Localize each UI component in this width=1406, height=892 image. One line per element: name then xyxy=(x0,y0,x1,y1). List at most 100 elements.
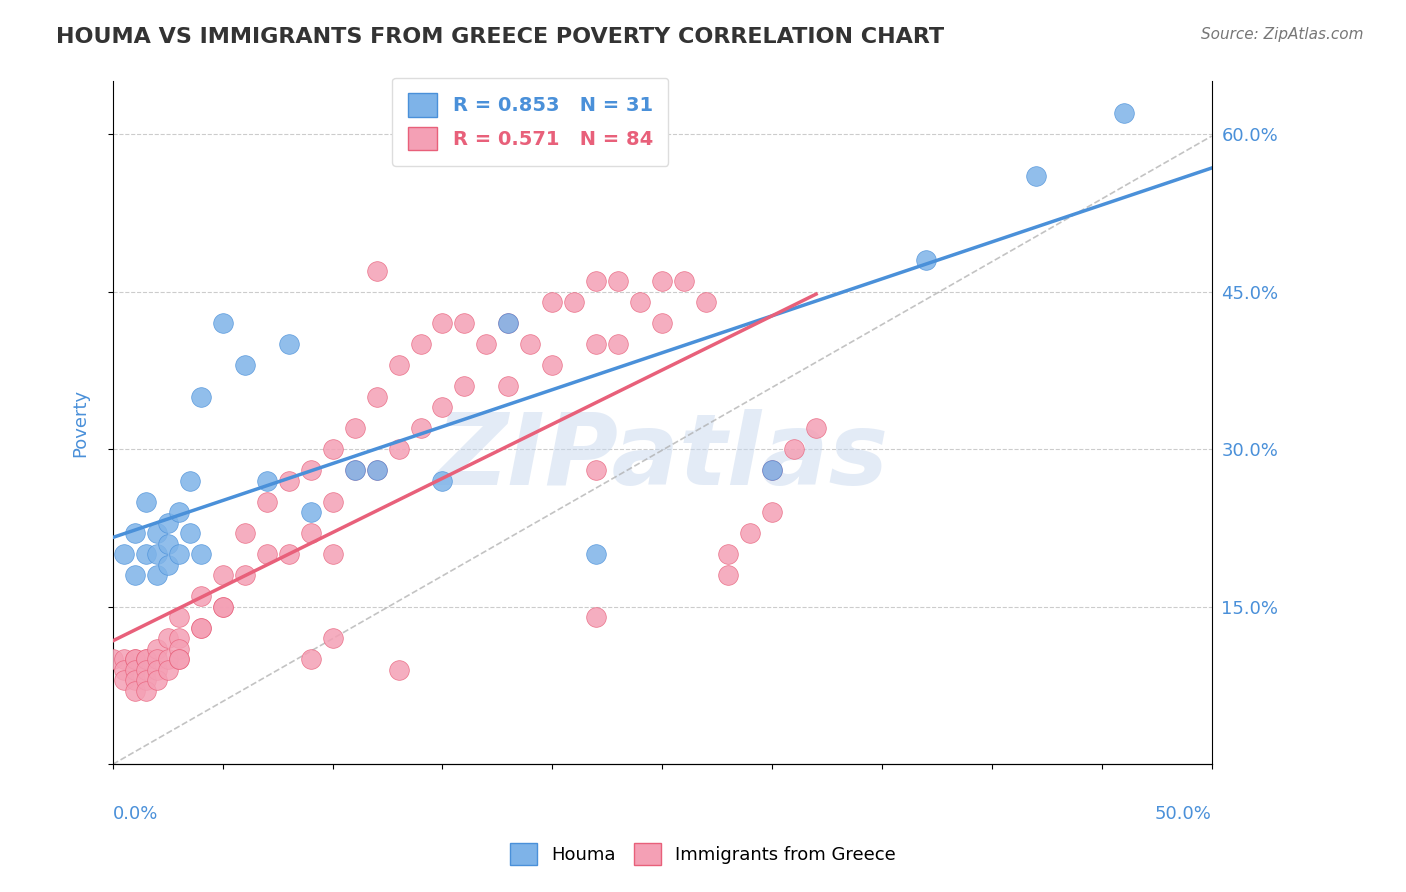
Point xyxy=(167,631,190,645)
Point xyxy=(498,316,520,330)
Point xyxy=(112,663,135,677)
Point xyxy=(124,526,146,541)
Point xyxy=(190,621,212,635)
Point xyxy=(179,474,201,488)
Legend: Houma, Immigrants from Greece: Houma, Immigrants from Greece xyxy=(501,834,905,874)
Point xyxy=(343,463,366,477)
Point xyxy=(673,274,696,288)
Point xyxy=(475,337,498,351)
Point xyxy=(607,274,630,288)
Point xyxy=(156,516,179,530)
Point xyxy=(179,526,201,541)
Point xyxy=(322,442,344,457)
Point xyxy=(156,558,179,572)
Point xyxy=(211,568,233,582)
Point xyxy=(322,547,344,561)
Point xyxy=(541,295,564,310)
Point xyxy=(190,589,212,603)
Point xyxy=(112,673,135,688)
Point xyxy=(146,547,169,561)
Point xyxy=(366,390,388,404)
Point xyxy=(804,421,827,435)
Point xyxy=(190,547,212,561)
Point xyxy=(387,442,409,457)
Point xyxy=(146,641,169,656)
Point xyxy=(277,547,299,561)
Point xyxy=(432,474,454,488)
Point xyxy=(167,641,190,656)
Point xyxy=(343,463,366,477)
Point xyxy=(585,337,607,351)
Point xyxy=(387,358,409,372)
Point xyxy=(717,547,740,561)
Point xyxy=(233,568,256,582)
Point xyxy=(541,358,564,372)
Point xyxy=(366,263,388,277)
Point xyxy=(156,631,179,645)
Point xyxy=(409,421,432,435)
Text: 0.0%: 0.0% xyxy=(112,805,159,823)
Point xyxy=(761,463,783,477)
Point xyxy=(322,631,344,645)
Point xyxy=(299,505,322,519)
Point xyxy=(156,663,179,677)
Point xyxy=(585,463,607,477)
Point xyxy=(299,526,322,541)
Point xyxy=(783,442,806,457)
Point xyxy=(101,652,124,666)
Point xyxy=(112,652,135,666)
Point xyxy=(498,379,520,393)
Point xyxy=(233,358,256,372)
Point xyxy=(651,316,673,330)
Point xyxy=(740,526,762,541)
Point xyxy=(322,494,344,508)
Point xyxy=(167,610,190,624)
Point xyxy=(343,421,366,435)
Point xyxy=(1025,169,1047,183)
Point xyxy=(135,652,157,666)
Point xyxy=(146,526,169,541)
Text: Source: ZipAtlas.com: Source: ZipAtlas.com xyxy=(1201,27,1364,42)
Point xyxy=(453,379,475,393)
Point xyxy=(628,295,651,310)
Point xyxy=(233,526,256,541)
Point xyxy=(564,295,586,310)
Point xyxy=(277,474,299,488)
Point xyxy=(651,274,673,288)
Point xyxy=(453,316,475,330)
Point xyxy=(167,505,190,519)
Point xyxy=(585,547,607,561)
Point xyxy=(124,568,146,582)
Point xyxy=(124,663,146,677)
Point xyxy=(432,400,454,414)
Text: 50.0%: 50.0% xyxy=(1154,805,1212,823)
Point xyxy=(124,652,146,666)
Point xyxy=(299,463,322,477)
Point xyxy=(432,316,454,330)
Point xyxy=(135,494,157,508)
Point xyxy=(299,652,322,666)
Point xyxy=(156,652,179,666)
Point xyxy=(717,568,740,582)
Point xyxy=(211,599,233,614)
Legend: R = 0.853   N = 31, R = 0.571   N = 84: R = 0.853 N = 31, R = 0.571 N = 84 xyxy=(392,78,668,166)
Text: HOUMA VS IMMIGRANTS FROM GREECE POVERTY CORRELATION CHART: HOUMA VS IMMIGRANTS FROM GREECE POVERTY … xyxy=(56,27,945,46)
Point xyxy=(761,505,783,519)
Point xyxy=(135,683,157,698)
Point xyxy=(112,547,135,561)
Point xyxy=(387,663,409,677)
Point xyxy=(519,337,541,351)
Point xyxy=(211,316,233,330)
Point xyxy=(190,390,212,404)
Point xyxy=(256,547,278,561)
Point xyxy=(256,494,278,508)
Point xyxy=(167,652,190,666)
Point xyxy=(146,652,169,666)
Point xyxy=(167,547,190,561)
Point xyxy=(1112,106,1135,120)
Point xyxy=(167,652,190,666)
Point xyxy=(366,463,388,477)
Point xyxy=(135,673,157,688)
Point xyxy=(124,652,146,666)
Point xyxy=(156,536,179,550)
